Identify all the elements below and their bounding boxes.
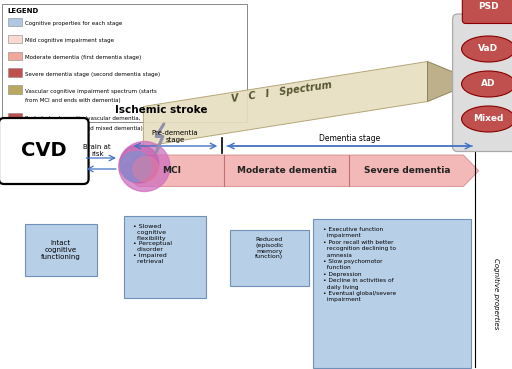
Text: Severe dementia: Severe dementia <box>364 166 450 175</box>
Text: CVD: CVD <box>20 141 67 161</box>
FancyBboxPatch shape <box>8 34 22 44</box>
Text: Dementia stage: Dementia stage <box>319 134 380 144</box>
Ellipse shape <box>462 36 512 62</box>
FancyBboxPatch shape <box>462 0 512 24</box>
Ellipse shape <box>462 106 512 132</box>
Circle shape <box>119 141 170 192</box>
Text: Cognitive properties: Cognitive properties <box>493 258 499 330</box>
Text: AD: AD <box>481 79 496 89</box>
FancyBboxPatch shape <box>8 86 22 94</box>
Circle shape <box>120 145 159 183</box>
Text: VaD: VaD <box>478 45 499 54</box>
FancyBboxPatch shape <box>313 220 471 368</box>
Text: Reduced
(episodic
memory
function): Reduced (episodic memory function) <box>255 237 284 259</box>
Text: Vascular cognitive impairment spectrum (starts: Vascular cognitive impairment spectrum (… <box>25 89 157 94</box>
Text: Cognitive properties for each stage: Cognitive properties for each stage <box>25 21 122 26</box>
Text: Mild cognitive impairment stage: Mild cognitive impairment stage <box>25 38 114 43</box>
FancyBboxPatch shape <box>8 69 22 77</box>
Text: MCI: MCI <box>162 166 181 175</box>
Text: • Executive function
  impairment
• Poor recall with better
  recognition declin: • Executive function impairment • Poor r… <box>323 227 396 303</box>
FancyBboxPatch shape <box>230 230 309 286</box>
Text: Alzheimer's  disease and mixed dementia): Alzheimer's disease and mixed dementia) <box>25 126 143 131</box>
Text: Moderate dementia (first dementia stage): Moderate dementia (first dementia stage) <box>25 55 141 60</box>
Text: Severe dementia stage (second dementia stage): Severe dementia stage (second dementia s… <box>25 72 160 77</box>
FancyBboxPatch shape <box>0 118 89 184</box>
FancyBboxPatch shape <box>124 216 206 298</box>
Text: Post-stroke dementia (vascular dementia,: Post-stroke dementia (vascular dementia, <box>25 117 141 121</box>
Polygon shape <box>119 155 479 186</box>
Text: Pre-dementia
stage: Pre-dementia stage <box>152 131 199 144</box>
Text: from MCI and ends with dementia): from MCI and ends with dementia) <box>25 99 121 103</box>
FancyBboxPatch shape <box>25 224 97 276</box>
FancyBboxPatch shape <box>8 17 22 27</box>
Ellipse shape <box>462 71 512 97</box>
Text: • Slowed
  cognitive
  flexibility
• Perceptual
  disorder
• Impaired
  retrieva: • Slowed cognitive flexibility • Percept… <box>133 224 172 264</box>
Text: Moderate dementia: Moderate dementia <box>237 166 337 175</box>
FancyBboxPatch shape <box>2 4 247 123</box>
Polygon shape <box>143 62 428 146</box>
Text: LEGEND: LEGEND <box>8 8 39 14</box>
Text: Brain at
risk: Brain at risk <box>83 145 111 158</box>
FancyBboxPatch shape <box>453 14 512 152</box>
Text: V   C   I   Spectrum: V C I Spectrum <box>230 79 333 104</box>
Text: PSD: PSD <box>478 3 499 11</box>
Text: Intact
cognitive
functioning: Intact cognitive functioning <box>41 240 81 260</box>
Text: Mixed: Mixed <box>473 114 504 124</box>
Circle shape <box>133 156 159 182</box>
Polygon shape <box>428 62 476 101</box>
Circle shape <box>120 152 151 182</box>
FancyBboxPatch shape <box>8 52 22 61</box>
FancyBboxPatch shape <box>8 113 22 122</box>
Text: Dementia: Dementia <box>449 57 465 99</box>
Text: Ischemic stroke: Ischemic stroke <box>115 105 207 115</box>
